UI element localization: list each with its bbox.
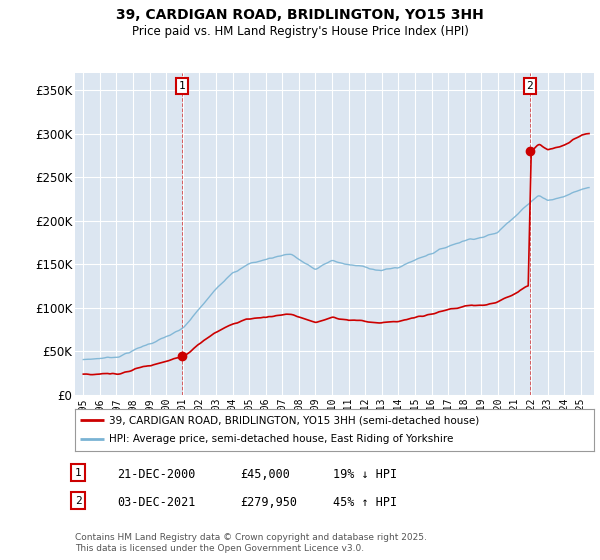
- Text: Contains HM Land Registry data © Crown copyright and database right 2025.
This d: Contains HM Land Registry data © Crown c…: [75, 533, 427, 553]
- Text: HPI: Average price, semi-detached house, East Riding of Yorkshire: HPI: Average price, semi-detached house,…: [109, 435, 453, 445]
- Text: 2: 2: [74, 496, 82, 506]
- Text: £279,950: £279,950: [240, 496, 297, 508]
- Text: 19% ↓ HPI: 19% ↓ HPI: [333, 468, 397, 480]
- Text: 45% ↑ HPI: 45% ↑ HPI: [333, 496, 397, 508]
- Text: 1: 1: [74, 468, 82, 478]
- Text: 21-DEC-2000: 21-DEC-2000: [117, 468, 196, 480]
- Text: Price paid vs. HM Land Registry's House Price Index (HPI): Price paid vs. HM Land Registry's House …: [131, 25, 469, 38]
- Text: 39, CARDIGAN ROAD, BRIDLINGTON, YO15 3HH: 39, CARDIGAN ROAD, BRIDLINGTON, YO15 3HH: [116, 8, 484, 22]
- Text: £45,000: £45,000: [240, 468, 290, 480]
- Text: 2: 2: [526, 81, 533, 91]
- Text: 03-DEC-2021: 03-DEC-2021: [117, 496, 196, 508]
- Text: 1: 1: [179, 81, 185, 91]
- Text: 39, CARDIGAN ROAD, BRIDLINGTON, YO15 3HH (semi-detached house): 39, CARDIGAN ROAD, BRIDLINGTON, YO15 3HH…: [109, 415, 479, 425]
